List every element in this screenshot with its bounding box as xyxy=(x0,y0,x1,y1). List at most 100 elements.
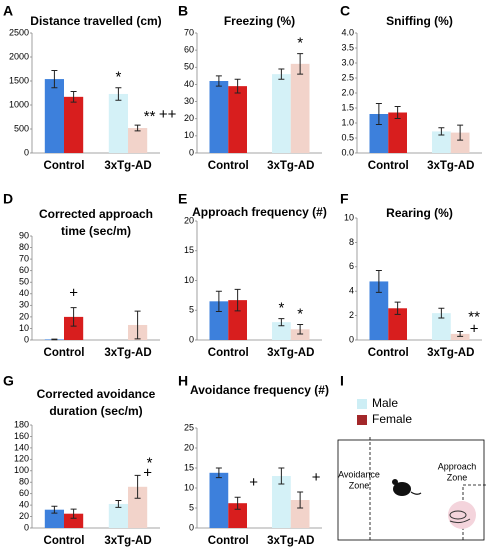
x-tick-label: Control xyxy=(208,347,249,359)
panel-letter: F xyxy=(340,191,349,207)
chart-title: Rearing (%) xyxy=(386,206,453,220)
bar xyxy=(128,128,148,153)
y-tick-label: 4.0 xyxy=(341,27,354,37)
y-tick-label: 40 xyxy=(19,499,29,509)
significance-mark: + xyxy=(312,469,321,486)
y-tick-label: 60 xyxy=(19,265,29,275)
x-tick-label: 3xTg-AD xyxy=(104,347,151,359)
error-bar xyxy=(278,68,285,80)
y-tick-label: 5 xyxy=(189,502,194,512)
y-tick-label: 10 xyxy=(344,212,354,222)
panel-letter: A xyxy=(3,3,13,19)
mouse-icon xyxy=(392,479,422,496)
y-tick-label: 500 xyxy=(14,123,29,133)
chart-title: Avoidance frequency (#) xyxy=(190,383,329,397)
error-bar xyxy=(215,290,222,312)
y-tick-label: 90 xyxy=(19,230,29,240)
significance-mark: + xyxy=(470,320,479,337)
x-tick-label: 3xTg-AD xyxy=(427,160,474,172)
zone-label: Zone xyxy=(447,472,468,482)
error-bar xyxy=(297,53,304,75)
error-bar xyxy=(70,307,77,327)
bar xyxy=(228,503,247,528)
y-tick-label: 6 xyxy=(349,261,354,271)
error-bar xyxy=(51,505,58,514)
legend-label: Male xyxy=(372,396,398,410)
y-tick-label: 0.5 xyxy=(341,132,354,142)
y-tick-label: 0 xyxy=(24,147,29,157)
error-bar xyxy=(278,467,285,485)
error-bar xyxy=(115,500,122,508)
significance-mark: ** xyxy=(468,308,480,325)
zone-label: Avoidance xyxy=(338,469,380,479)
bar xyxy=(369,281,389,340)
y-tick-label: 20 xyxy=(19,511,29,521)
error-bar xyxy=(394,106,401,119)
y-tick-label: 0 xyxy=(24,522,29,532)
x-tick-label: Control xyxy=(368,160,409,172)
error-bar xyxy=(297,491,304,509)
bar xyxy=(209,472,229,528)
error-bar xyxy=(215,467,222,479)
y-tick-label: 30 xyxy=(19,300,29,310)
panel-letter: H xyxy=(178,373,188,389)
panel-letter: D xyxy=(3,191,13,207)
significance-mark: + xyxy=(249,474,258,491)
error-bar xyxy=(278,318,285,327)
bar xyxy=(432,131,451,153)
y-tick-label: 40 xyxy=(184,79,194,89)
y-tick-label: 20 xyxy=(184,442,194,452)
y-tick-label: 0 xyxy=(349,334,354,344)
x-tick-label: Control xyxy=(208,535,249,547)
panel-letter: I xyxy=(340,373,344,389)
bar xyxy=(388,308,407,340)
error-bar xyxy=(234,78,241,94)
x-tick-label: 3xTg-AD xyxy=(104,535,151,547)
x-tick-label: Control xyxy=(44,347,85,359)
bar xyxy=(108,93,128,153)
y-tick-label: 20 xyxy=(184,215,194,225)
significance-mark: ** xyxy=(144,108,156,125)
y-tick-label: 2500 xyxy=(9,27,29,37)
x-tick-label: 3xTg-AD xyxy=(267,160,314,172)
object-icon xyxy=(448,501,476,529)
y-tick-label: 80 xyxy=(19,242,29,252)
y-tick-label: 40 xyxy=(19,288,29,298)
panel-letter: B xyxy=(178,3,188,19)
x-tick-label: Control xyxy=(368,347,409,359)
bar xyxy=(228,300,247,340)
error-bar xyxy=(457,124,464,141)
chart-title: Approach frequency (#) xyxy=(192,205,327,219)
bar xyxy=(450,333,470,340)
bar xyxy=(128,486,148,528)
bar xyxy=(64,513,84,528)
y-tick-label: 0 xyxy=(189,147,194,157)
y-tick-label: 15 xyxy=(184,462,194,472)
chart-title: duration (sec/m) xyxy=(49,404,142,418)
error-bar xyxy=(234,288,241,312)
chart-title: Freezing (%) xyxy=(224,14,295,28)
y-tick-label: 2000 xyxy=(9,51,29,61)
error-bar xyxy=(51,69,58,89)
bar xyxy=(272,74,291,153)
y-tick-label: 3.0 xyxy=(341,57,354,67)
bar xyxy=(450,132,470,153)
error-bar xyxy=(438,127,445,136)
y-tick-label: 2.0 xyxy=(341,87,354,97)
error-bar xyxy=(115,87,122,101)
significance-mark: ++ xyxy=(159,106,177,123)
y-tick-label: 3.5 xyxy=(341,42,354,52)
bar xyxy=(64,96,84,153)
x-tick-label: 3xTg-AD xyxy=(427,347,474,359)
bar xyxy=(290,500,310,528)
y-tick-label: 30 xyxy=(184,96,194,106)
error-bar xyxy=(438,307,445,319)
bar xyxy=(272,476,291,528)
error-bar xyxy=(457,330,464,337)
error-bar xyxy=(375,103,382,125)
y-tick-label: 1.0 xyxy=(341,117,354,127)
y-tick-label: 70 xyxy=(19,253,29,263)
bar xyxy=(209,81,229,153)
error-bar xyxy=(394,301,401,315)
significance-mark: * xyxy=(297,35,303,52)
